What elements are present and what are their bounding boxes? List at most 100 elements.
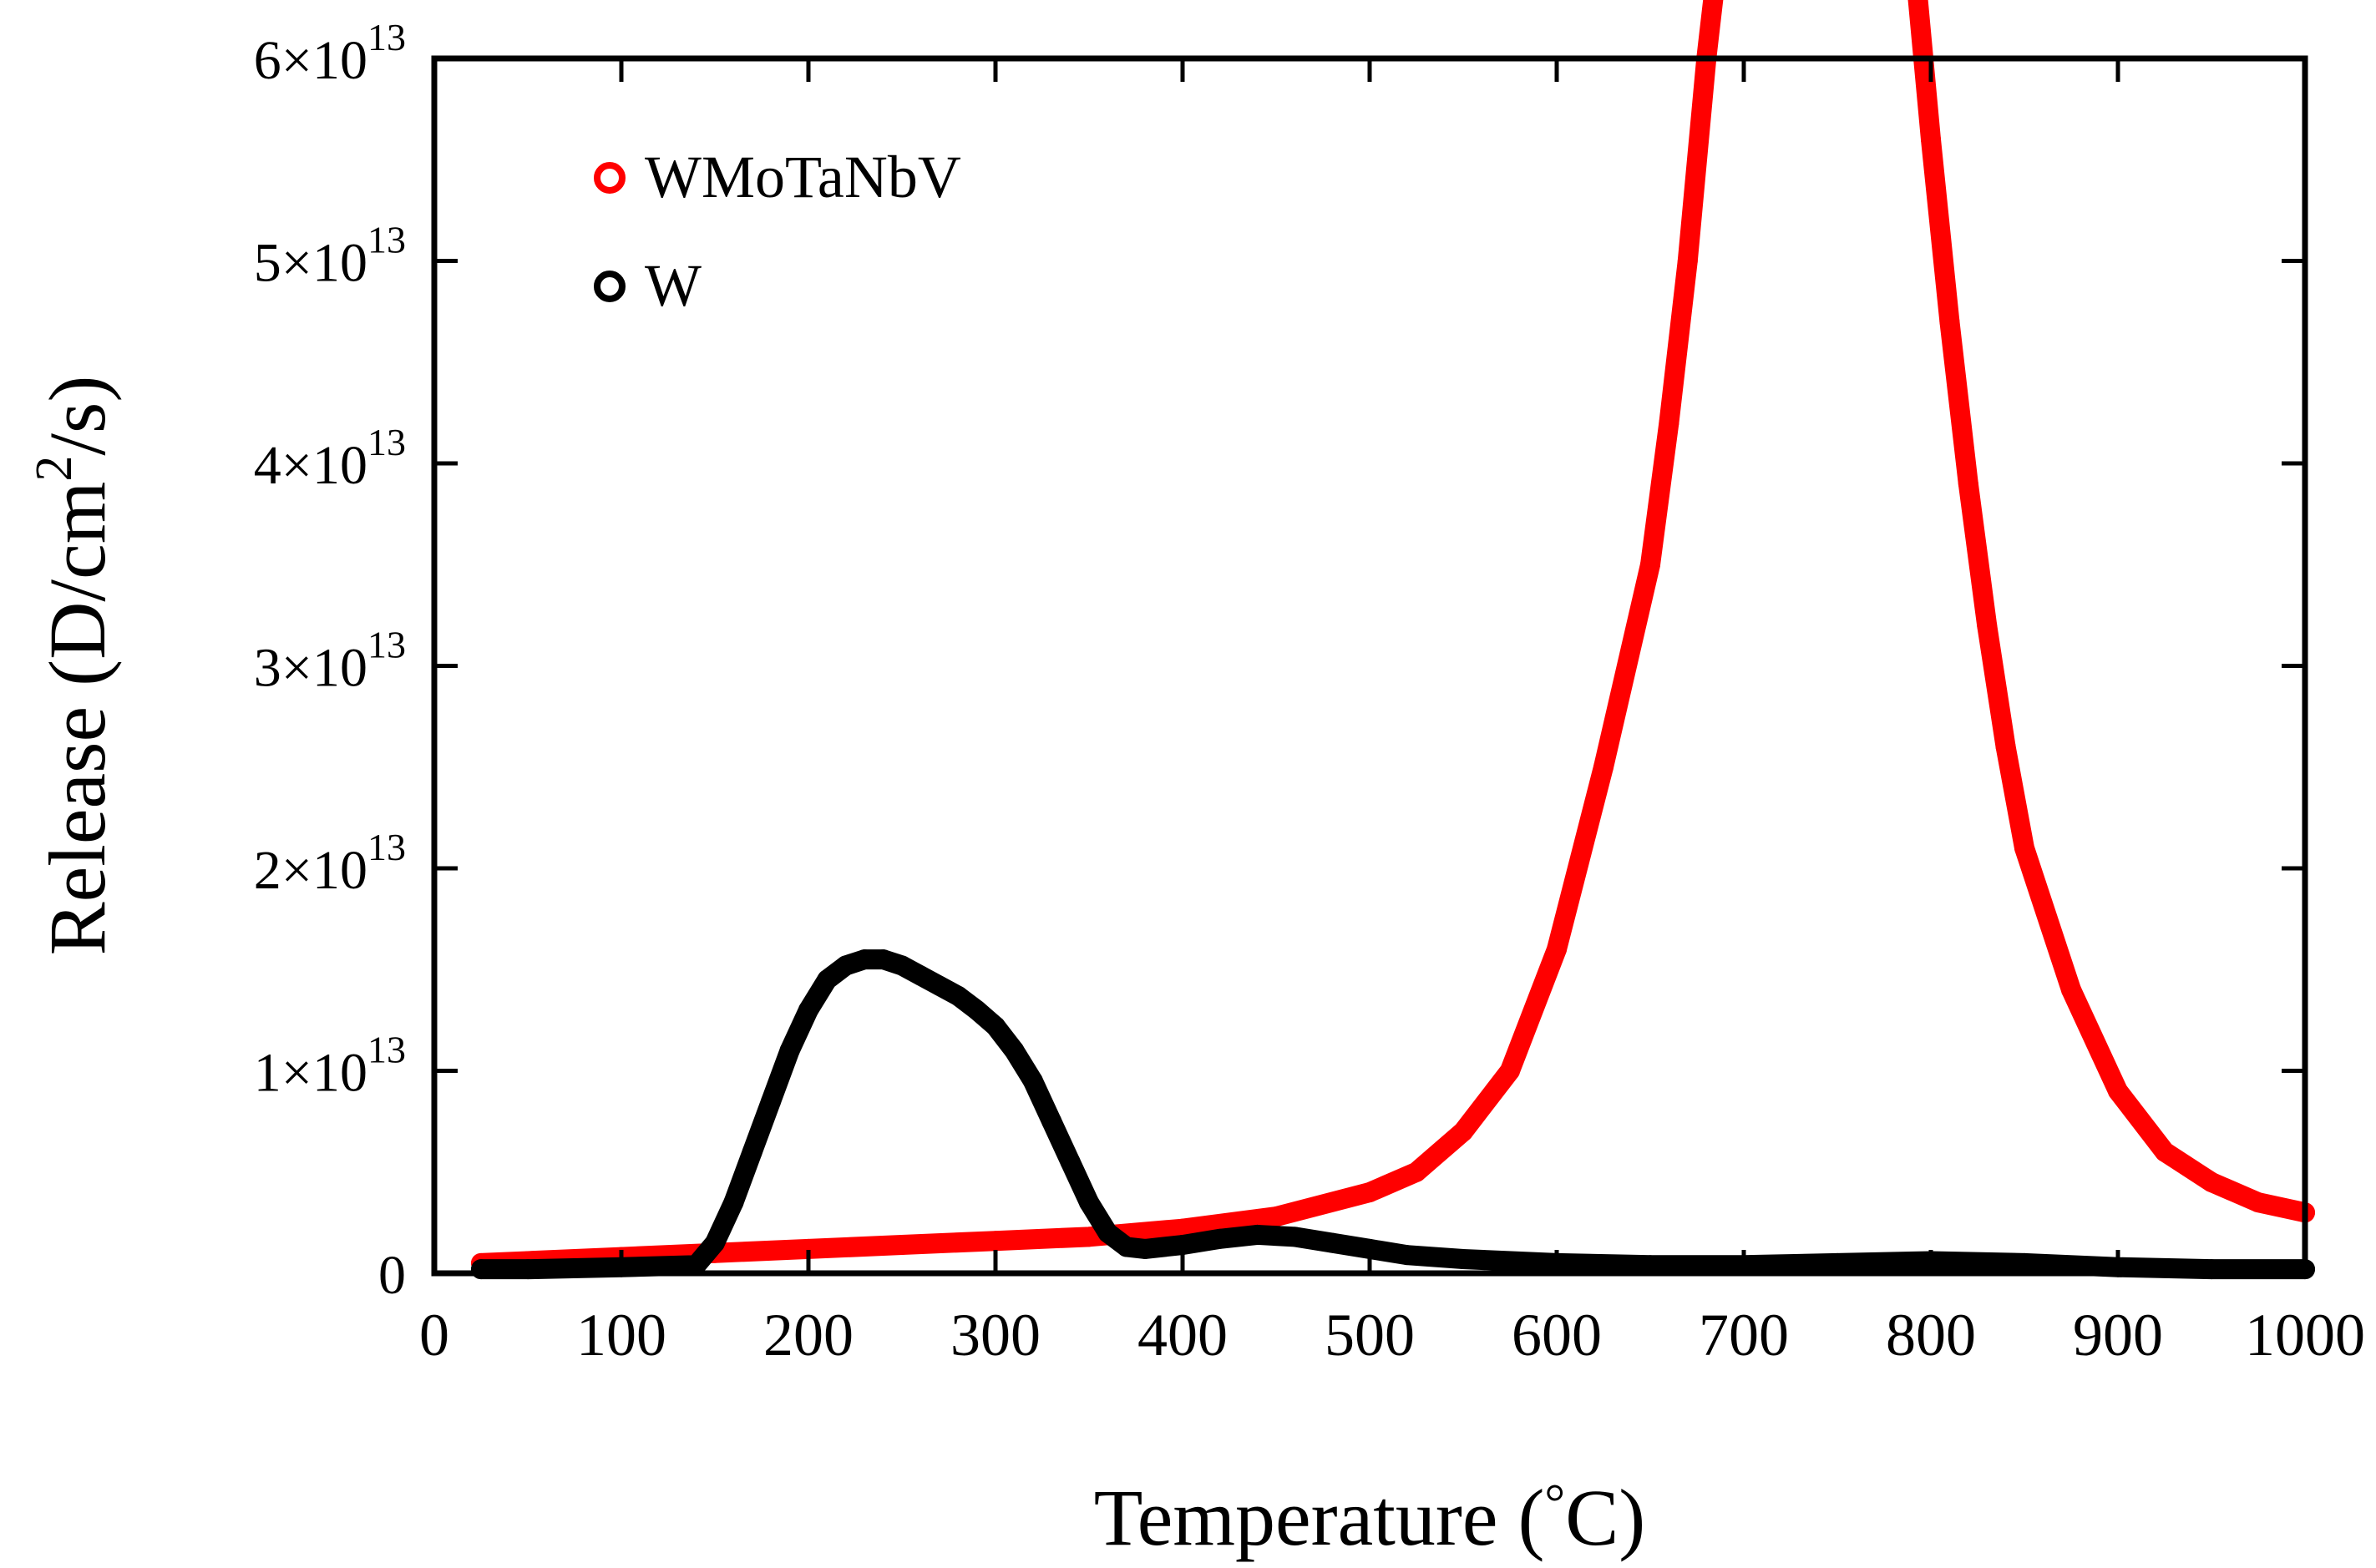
series-w [471,949,2315,1280]
data-point [1921,129,1941,149]
ticks-layer: 0 100 200 300 400 500 600 700 800 900 1000 0 1×1013 2… [254,16,2365,1368]
data-point [686,1255,707,1276]
data-point [892,1235,912,1256]
data-point [471,1259,491,1280]
x-tick-label: 600 [1512,1302,1602,1368]
data-point [1453,1121,1473,1142]
series-layer [471,0,2315,1280]
data-point [1547,939,1567,959]
data-point [2061,979,2081,1000]
y-tick-label: 3×1013 [254,624,406,699]
data-point [1116,1237,1137,1257]
y-axis-label: Release (D/cm2/s) [26,376,122,956]
data-point [1939,311,1960,332]
x-tick-label: 0 [419,1302,449,1368]
data-point [1173,1218,1193,1239]
data-point [1135,1238,1156,1259]
data-point [1406,1161,1426,1182]
data-point [1284,1227,1305,1247]
y-tick-label: 6×1013 [254,16,406,91]
data-point [518,1259,538,1280]
data-point [1677,250,1698,271]
data-point [1977,615,1998,635]
x-axis-label-prefix: Temperature ( [1094,1473,1545,1562]
data-point [1659,412,1679,433]
data-point [2248,1192,2268,1213]
legend-marker-wmotanbv [594,162,626,194]
data-point [910,965,931,986]
data-point [1958,473,1978,494]
series-line [471,949,2315,1280]
data-point [1593,756,1614,777]
x-tick-label: 400 [1137,1302,1228,1368]
data-point [985,1016,1006,1037]
y-axis-label-prefix: Release (D/cm [33,482,122,956]
data-point [1060,1151,1081,1172]
x-axis-label-degree: ° [1544,1474,1565,1531]
data-point [1209,1228,1230,1249]
data-point [1041,1111,1062,1132]
y-tick-label: 2×1013 [254,826,406,901]
data-point [1247,1224,1268,1245]
x-tick-label: 900 [2073,1302,2163,1368]
data-point [1640,554,1660,575]
data-point [1097,1222,1118,1243]
y-tick-label: 1×1013 [254,1029,406,1104]
data-point [835,955,856,976]
data-point [1396,1245,1417,1266]
legend-marker-w [594,271,626,302]
data-point [723,1192,744,1213]
x-axis-label-suffix: C) [1565,1473,1645,1562]
x-tick-label: 700 [1699,1302,1789,1368]
x-tick-label: 500 [1325,1302,1415,1368]
data-point [985,1231,1006,1252]
data-point [1079,1227,1099,1247]
x-tick-label: 300 [950,1302,1041,1368]
data-point [798,1238,818,1259]
legend: WMoTaNbV W [594,144,961,319]
data-point [966,999,987,1020]
x-axis-label: Temperature (°C) [1094,1473,1645,1562]
y-axis-label-suffix: /s) [33,376,122,456]
y-tick-label: 5×1013 [254,219,406,294]
data-point [1322,1232,1343,1253]
x-tick-label: 200 [763,1302,854,1368]
data-point [2155,1141,2175,1162]
data-point [1266,1206,1286,1227]
data-point [2014,837,2034,858]
data-point [948,985,969,1006]
data-point [1004,1040,1025,1061]
data-point [1173,1235,1193,1256]
data-point [1453,1249,1473,1270]
data-point [2108,1080,2128,1101]
y-tick-label: 0 [378,1245,406,1306]
data-point [817,969,838,990]
data-point [1360,1238,1380,1259]
data-point [1022,1070,1043,1091]
y-tick-label: 4×1013 [254,421,406,496]
data-point [929,975,950,996]
data-point [1500,1060,1520,1081]
y-axis-label-sup: 2 [26,456,83,482]
data-point [761,1090,782,1111]
plot-frame [431,55,2308,1277]
data-point [854,949,875,970]
data-point [705,1232,725,1253]
x-tick-label: 1000 [2245,1302,2365,1368]
data-point [1640,1255,1660,1276]
legend-label-wmotanbv: WMoTaNbV [645,144,961,210]
data-point [892,955,912,976]
data-point [2014,1252,2034,1273]
data-point [1827,1252,1847,1273]
data-point [798,999,818,1020]
data-point [2201,1171,2221,1192]
legend-label-w: W [645,252,702,319]
x-tick-label: 800 [1886,1302,1976,1368]
data-point [2201,1259,2221,1280]
data-point [1360,1182,1380,1202]
data-point [1079,1192,1099,1213]
data-point [1995,736,2016,757]
data-point [742,1141,762,1162]
x-tick-label: 100 [576,1302,666,1368]
